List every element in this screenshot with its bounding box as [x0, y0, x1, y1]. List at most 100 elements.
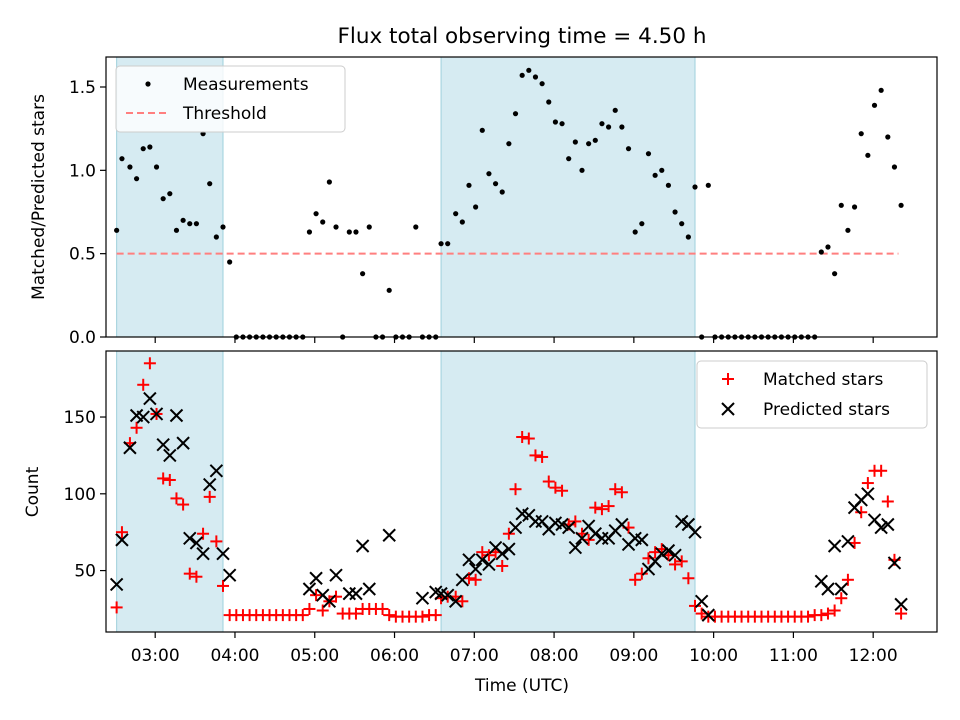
legend-matched-label: Matched stars: [763, 370, 883, 390]
measurement-point-36: [353, 229, 359, 235]
matched-star-point-8: [163, 473, 176, 486]
predicted-star-point-80: [874, 520, 888, 535]
predicted-star-point-57: [615, 517, 629, 532]
measurement-point-109: [838, 202, 844, 208]
measurement-point-41: [386, 287, 392, 293]
matched-star-point-30: [310, 589, 323, 602]
measurement-point-53: [466, 182, 472, 188]
measurement-point-86: [685, 234, 691, 240]
measurement-point-112: [858, 131, 864, 137]
matched-star-point-52: [456, 595, 469, 608]
predicted-star-point-34: [462, 553, 476, 567]
predicted-star-point-60: [635, 533, 649, 547]
bottom-plot-frame: [105, 350, 938, 633]
x-tick-label-9: 12:00: [849, 646, 898, 666]
x-tick-label-2: 05:00: [290, 646, 339, 666]
predicted-star-point-5: [143, 391, 157, 406]
predicted-star-point-49: [561, 520, 576, 535]
matched-star-point-116: [881, 495, 894, 508]
predicted-star-point-70: [701, 608, 716, 622]
matched-star-point-84: [669, 558, 682, 571]
predicted-star-point-33: [455, 573, 470, 587]
measurement-point-55: [479, 127, 485, 133]
matched-star-point-78: [629, 573, 642, 586]
matched-star-point-104: [802, 610, 815, 623]
measurement-point-83: [665, 182, 672, 188]
measurement-point-60: [512, 111, 519, 117]
top-legend-frame: [115, 65, 346, 133]
measurement-point-30: [313, 211, 319, 217]
measurement-point-87: [692, 184, 698, 190]
measurement-point-110: [845, 227, 851, 233]
measurement-point-116: [885, 134, 891, 140]
matched-star-point-72: [589, 501, 602, 514]
predicted-star-point-65: [668, 548, 682, 562]
measurement-point-12: [193, 221, 200, 227]
measurement-point-1: [119, 156, 125, 162]
predicted-star-point-73: [827, 539, 842, 553]
matched-star-point-7: [157, 472, 170, 485]
predicted-star-point-64: [661, 543, 676, 558]
predicted-star-point-81: [881, 517, 895, 532]
measurement-point-57: [492, 181, 499, 187]
measurement-point-7: [160, 196, 166, 202]
matched-star-point-40: [376, 602, 389, 615]
measurement-point-106: [818, 249, 824, 255]
measurement-point-108: [832, 271, 838, 277]
legend-matched-marker: [722, 373, 734, 385]
top-x-ticks: [154, 337, 874, 343]
measurement-point-11: [187, 221, 193, 227]
matched-star-point-86: [682, 572, 695, 585]
matched-star-point-4: [137, 378, 150, 391]
matched-star-point-12: [190, 570, 203, 583]
matched-star-point-28: [296, 609, 309, 622]
predicted-star-point-24: [349, 586, 363, 601]
predicted-star-point-12: [189, 536, 204, 550]
measurement-point-69: [572, 139, 578, 145]
bottom-y-axis: 50 100 150: [64, 408, 106, 582]
measurement-point-118: [898, 202, 904, 208]
matched-star-point-113: [861, 477, 874, 490]
measurement-point-113: [865, 152, 871, 158]
measurement-point-115: [878, 87, 884, 93]
measurement-point-85: [679, 221, 685, 227]
matched-star-point-69: [569, 515, 582, 528]
top-y-axis-label: Matched/Predicted stars: [29, 94, 49, 300]
matched-star-point-14: [203, 490, 216, 503]
legend-predicted-label: Predicted stars: [763, 400, 890, 420]
predicted-star-point-50: [568, 540, 583, 555]
matched-star-point-60: [509, 483, 522, 496]
matched-star-point-41: [383, 609, 396, 622]
top-y-tick-label-2: 1.0: [69, 161, 96, 181]
measurement-point-52: [459, 219, 465, 225]
predicted-star-point-9: [169, 408, 184, 423]
bottom-legend-frame: [696, 360, 928, 429]
measurement-point-3: [133, 176, 140, 182]
measurement-point-35: [346, 229, 352, 235]
measurement-point-68: [566, 156, 572, 162]
predicted-star-point-19: [309, 571, 323, 585]
predicted-star-point-8: [163, 448, 177, 463]
predicted-star-point-16: [216, 546, 230, 561]
predicted-star-point-63: [655, 546, 669, 561]
predicted-star-point-22: [329, 568, 343, 582]
measurement-point-62: [526, 67, 532, 73]
matched-star-point-85: [675, 555, 688, 568]
matched-star-point-74: [602, 500, 615, 513]
x-tick-label-7: 10:00: [689, 646, 738, 666]
matched-star-point-106: [815, 609, 828, 622]
measurement-point-17: [227, 259, 233, 265]
measurement-point-49: [438, 241, 444, 247]
measurement-point-0: [114, 227, 120, 233]
measurement-point-37: [360, 271, 366, 277]
matched-star-point-62: [522, 432, 535, 445]
measurement-point-15: [213, 234, 219, 240]
predicted-star-point-41: [508, 520, 523, 535]
matched-star-point-67: [556, 484, 569, 497]
predicted-star-point-74: [834, 582, 848, 596]
matched-star-point-29: [303, 602, 316, 615]
bottom-y-tick-label-1: 100: [64, 485, 96, 505]
measurement-point-64: [539, 81, 545, 87]
measurement-point-72: [592, 137, 598, 143]
